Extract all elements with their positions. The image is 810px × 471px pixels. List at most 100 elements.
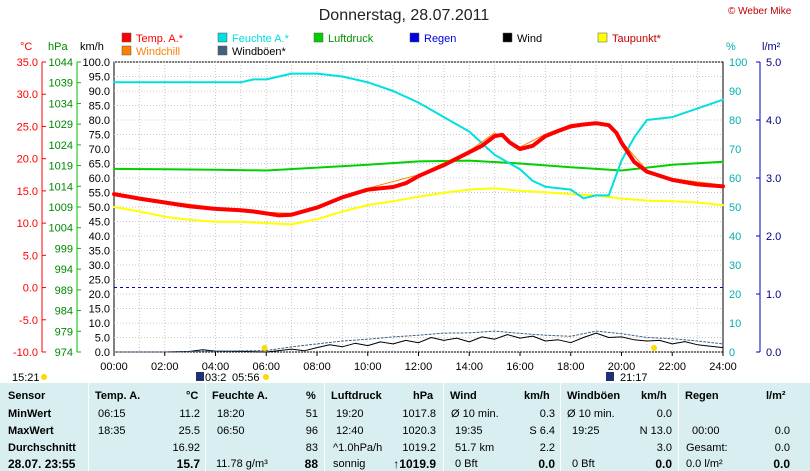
x-tick-label: 20:00 <box>608 361 636 373</box>
x-tick-label: 12:00 <box>405 361 433 373</box>
temp-tick-label: 15.0 <box>17 186 38 198</box>
wind-tick-label: 10.0 <box>89 318 110 330</box>
legend-swatch <box>502 32 513 43</box>
pressure-tick-label: 994 <box>55 264 73 276</box>
avg-rain-value: 0.0 <box>774 442 790 454</box>
wind-tick-label: 35.0 <box>89 246 110 258</box>
min-gust-text: Ø 10 min. <box>567 408 615 420</box>
pressure-tick-label: 1004 <box>49 223 73 235</box>
sunrise-label: 05:56 <box>232 372 260 383</box>
max-wind-time: 19:35 <box>455 425 483 437</box>
max-hum-time: 06:50 <box>217 425 245 437</box>
humidity-tick-label: 80 <box>729 115 741 127</box>
wind-tick-label: 40.0 <box>89 231 110 243</box>
legend-swatch <box>217 45 228 56</box>
sunset-label: 21:17 <box>620 372 648 383</box>
max-temp-time: 18:35 <box>98 425 126 437</box>
wind-tick-label: 95.0 <box>89 72 110 84</box>
rain-tick-label: 5.0 <box>766 57 781 69</box>
wind-tick-label: 0.0 <box>95 347 110 359</box>
moonrise-label: 03:2 <box>205 372 226 383</box>
wind-tick-label: 60.0 <box>89 173 110 185</box>
min-temp-value: 11.2 <box>179 408 200 420</box>
chart-title: Donnerstag, 28.07.2011 <box>319 7 490 24</box>
humidity-unit: % <box>726 41 736 53</box>
now-press-value: ↑1019.9 <box>393 457 436 471</box>
chart-credit: © Weber Mike <box>728 6 792 17</box>
series-taupunkt <box>113 187 724 226</box>
legend-label: Temp. A.* <box>136 33 184 45</box>
now-temp-value: 15.7 <box>176 457 200 471</box>
x-tick-label: 06:00 <box>252 361 280 373</box>
max-rain-time: 00:00 <box>692 425 720 437</box>
header-wind: Wind <box>450 390 477 402</box>
wind-tick-label: 100.0 <box>82 57 110 69</box>
sunrise-icon <box>263 374 269 380</box>
max-press-time: 12:40 <box>336 425 364 437</box>
rain-tick-label: 2.0 <box>766 231 781 243</box>
now-gust-bft: 0 Bft <box>572 458 595 470</box>
min-temp-time: 06:15 <box>98 408 126 420</box>
min-wind-text: Ø 10 min. <box>451 408 499 420</box>
series-wind <box>113 332 724 353</box>
legend-label: Windchill <box>136 46 180 58</box>
sunrise-marker <box>261 345 268 351</box>
left-sun-icon <box>41 374 47 380</box>
legend-label: Wind <box>517 33 542 45</box>
pressure-tick-label: 1029 <box>49 119 73 131</box>
pressure-tick-label: 1044 <box>49 57 73 69</box>
humidity-tick-label: 70 <box>729 144 741 156</box>
temp-tick-label: 0.0 <box>23 283 38 295</box>
pressure-tick-label: 979 <box>55 326 73 338</box>
header-humidity: Feuchte A. <box>212 390 268 402</box>
rain-unit: l/m² <box>762 41 781 53</box>
wind-tick-label: 45.0 <box>89 217 110 229</box>
avg-gust-value: 3.0 <box>656 442 672 454</box>
temp-tick-label: -5.0 <box>19 315 38 327</box>
temp-tick-label: 5.0 <box>23 250 38 262</box>
now-hum-value: 88 <box>304 457 318 471</box>
header-temp: Temp. A. <box>95 390 141 402</box>
temp-tick-label: 35.0 <box>17 57 38 69</box>
header-sensor: Sensor <box>8 390 46 402</box>
avg-rain-text: Gesamt: <box>686 442 728 454</box>
pressure-tick-label: 1034 <box>49 98 73 110</box>
x-tick-label: 16:00 <box>506 361 534 373</box>
legend-label: Regen <box>424 33 456 45</box>
wind-tick-label: 25.0 <box>89 275 110 287</box>
legend-swatch <box>409 32 420 43</box>
temp-tick-label: -10.0 <box>13 347 38 359</box>
header-temp-unit: °C <box>186 390 199 402</box>
x-tick-label: 18:00 <box>557 361 585 373</box>
wind-unit: km/h <box>80 41 104 53</box>
x-tick-label: 08:00 <box>303 361 331 373</box>
wind-tick-label: 70.0 <box>89 144 110 156</box>
sunset-marker <box>651 345 658 351</box>
wind-tick-label: 80.0 <box>89 115 110 127</box>
pressure-tick-label: 974 <box>55 347 73 359</box>
avg-wind-distance: 51.7 km <box>455 442 495 454</box>
temp-unit: °C <box>20 41 32 53</box>
rain-tick-label: 4.0 <box>766 115 781 127</box>
legend-swatch <box>217 32 228 43</box>
axis-units: °C hPa km/h% l/m² <box>20 41 781 53</box>
wind-tick-label: 55.0 <box>89 188 110 200</box>
wind-tick-label: 20.0 <box>89 289 110 301</box>
min-wind-value: 0.3 <box>539 408 555 420</box>
series-luftdruck <box>113 159 724 172</box>
humidity-tick-label: 0 <box>729 347 735 359</box>
header-wind-unit: km/h <box>524 390 550 402</box>
max-wind-value: S 6.4 <box>529 425 555 437</box>
header-rain: Regen <box>685 390 719 402</box>
header-gust-unit: km/h <box>641 390 667 402</box>
header-pressure-unit: hPa <box>413 390 434 402</box>
sun-markers: 15:21 03:2 05:56 21:17 <box>12 345 658 383</box>
x-tick-label: 24:00 <box>709 361 737 373</box>
min-gust-value: 0.0 <box>656 408 672 420</box>
min-press-value: 1017.8 <box>402 408 436 420</box>
now-rain-value: 0.0 <box>773 457 790 471</box>
wind-tick-label: 75.0 <box>89 130 110 142</box>
avg-label: Durchschnitt <box>8 442 76 454</box>
legend-swatch <box>121 32 132 43</box>
now-wind-value: 0.0 <box>538 457 555 471</box>
